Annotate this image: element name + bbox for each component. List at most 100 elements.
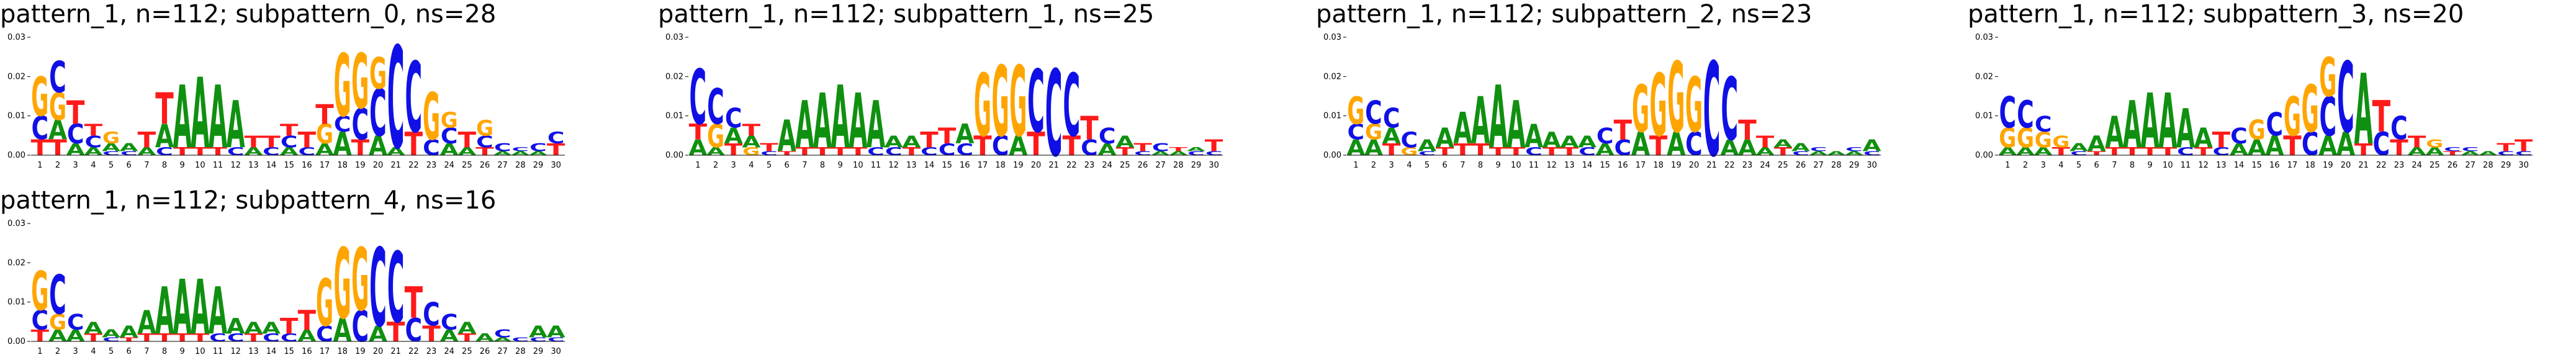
logo-letter-T: T xyxy=(1436,145,1454,158)
logo-letter-A: A xyxy=(1382,124,1402,149)
logo-letter-C: C xyxy=(512,336,529,343)
logo-letter-C: C xyxy=(1863,150,1881,156)
logo-letter-C: C xyxy=(476,132,493,151)
x-tick-label: 16 xyxy=(2269,161,2280,170)
logo-letter-A: A xyxy=(137,304,156,341)
logo-letter-G: G xyxy=(2284,86,2301,148)
x-tick-label: 15 xyxy=(284,347,294,356)
logo-letter-T: T xyxy=(2354,141,2373,160)
x-tick-label: 13 xyxy=(906,161,917,170)
logo-letter-A: A xyxy=(155,117,174,155)
logo-letter-A: A xyxy=(1578,132,1597,151)
x-tick-label: 10 xyxy=(853,161,863,170)
logo-letter-T: T xyxy=(405,126,423,163)
x-tick-label: 1 xyxy=(37,161,42,170)
x-tick-label: 30 xyxy=(1209,161,1219,170)
y-tick-label: 0.00 xyxy=(1975,151,1993,160)
logo-letter-T: T xyxy=(1027,126,1045,163)
y-tick-label: 0.02 xyxy=(1323,72,1341,81)
logo-letter-G: G xyxy=(369,48,387,99)
x-tick-label: 10 xyxy=(2163,161,2173,170)
logo-letter-C: C xyxy=(1134,150,1151,156)
x-tick-label: 17 xyxy=(320,347,330,356)
x-tick-label: 1 xyxy=(695,161,700,170)
x-tick-label: 1 xyxy=(2005,161,2010,170)
logo-letter-C: C xyxy=(885,145,903,158)
x-tick-label: 7 xyxy=(2112,161,2117,170)
y-tick-label: 0.00 xyxy=(7,151,25,160)
x-tick-label: 29 xyxy=(1191,161,1202,170)
x-tick-label: 28 xyxy=(1831,161,1842,170)
logo-letter-G: G xyxy=(2426,138,2443,150)
logo-letter-C: C xyxy=(2302,125,2319,163)
logo-letter-C: C xyxy=(1348,119,1365,145)
panel-title: pattern_1, n=112; subpattern_2, ns=23 xyxy=(1316,0,1813,29)
logo-letter-A: A xyxy=(955,119,974,150)
logo-letter-C: C xyxy=(1418,150,1436,156)
logo-letter-C: C xyxy=(102,336,120,343)
x-tick-label: 20 xyxy=(373,347,384,356)
y-tick-label: 0.01 xyxy=(7,112,25,121)
logo-letter-T: T xyxy=(1774,145,1793,158)
logo-letter-A: A xyxy=(440,140,459,160)
logo-letter-A: A xyxy=(2318,130,2337,162)
logo-letter-T: T xyxy=(903,145,921,158)
x-tick-label: 9 xyxy=(180,347,185,356)
logo-letter-C: C xyxy=(405,42,423,155)
logo-letter-G: G xyxy=(49,310,66,335)
x-tick-label: 13 xyxy=(1564,161,1575,170)
x-tick-label: 5 xyxy=(109,347,114,356)
logo-letter-T: T xyxy=(689,120,708,145)
logo-letter-A: A xyxy=(2176,97,2195,160)
x-tick-label: 19 xyxy=(1671,161,1682,170)
logo-letter-C: C xyxy=(1596,123,1614,148)
logo-letter-A: A xyxy=(209,274,227,349)
logo-letter-C: C xyxy=(707,79,724,135)
x-tick-label: 3 xyxy=(1389,161,1394,170)
x-tick-label: 21 xyxy=(390,161,401,170)
logo-letter-G: G xyxy=(2319,47,2336,109)
logo-letter-G: G xyxy=(1685,62,1703,150)
logo-letter-T: T xyxy=(920,128,939,153)
logo-letter-G: G xyxy=(476,116,493,141)
logo-letter-C: C xyxy=(1027,52,1045,152)
x-tick-label: 7 xyxy=(1460,161,1465,170)
logo-letter-T: T xyxy=(191,331,210,344)
y-tick-label: 0.03 xyxy=(7,33,25,42)
x-tick-label: 15 xyxy=(942,161,952,170)
logo-letter-A: A xyxy=(1471,83,1490,159)
logo-letter-C: C xyxy=(423,135,440,160)
logo-letter-T: T xyxy=(2087,150,2107,156)
x-tick-label: 6 xyxy=(127,347,132,356)
x-tick-label: 8 xyxy=(1478,161,1483,170)
x-tick-label: 12 xyxy=(888,161,899,170)
x-tick-label: 13 xyxy=(248,161,259,170)
logo-letter-T: T xyxy=(1649,131,1668,162)
logo-letter-C: C xyxy=(67,309,84,335)
logo-letter-C: C xyxy=(2266,106,2284,143)
logo-letter-A: A xyxy=(1863,136,1882,155)
x-tick-label: 26 xyxy=(2448,161,2458,170)
logo-letter-A: A xyxy=(369,322,388,347)
logo-letter-T: T xyxy=(2283,131,2302,162)
y-tick-label: 0.03 xyxy=(7,219,25,228)
logo-letter-G: G xyxy=(31,260,48,323)
logo-letter-C: C xyxy=(1685,125,1703,163)
x-tick-label: 21 xyxy=(2358,161,2369,170)
logo-letter-A: A xyxy=(333,125,352,163)
logo-letter-C: C xyxy=(992,130,1009,161)
logo-letter-A: A xyxy=(724,124,744,149)
logo-letter-A: A xyxy=(1436,122,1454,154)
logo-letter-C: C xyxy=(281,331,298,344)
x-tick-label: 2 xyxy=(1371,161,1376,170)
logo-letter-C: C xyxy=(1045,46,1063,184)
logo-letter-A: A xyxy=(831,68,850,168)
logo-letter-A: A xyxy=(227,88,245,163)
logo-letter-A: A xyxy=(511,150,529,156)
logo-letter-G: G xyxy=(707,118,724,155)
logo-letter-T: T xyxy=(173,331,192,344)
logo-letter-T: T xyxy=(31,327,50,346)
logo-letter-T: T xyxy=(2443,150,2462,156)
logo-letter-A: A xyxy=(209,68,227,168)
x-tick-label: 25 xyxy=(462,347,472,356)
